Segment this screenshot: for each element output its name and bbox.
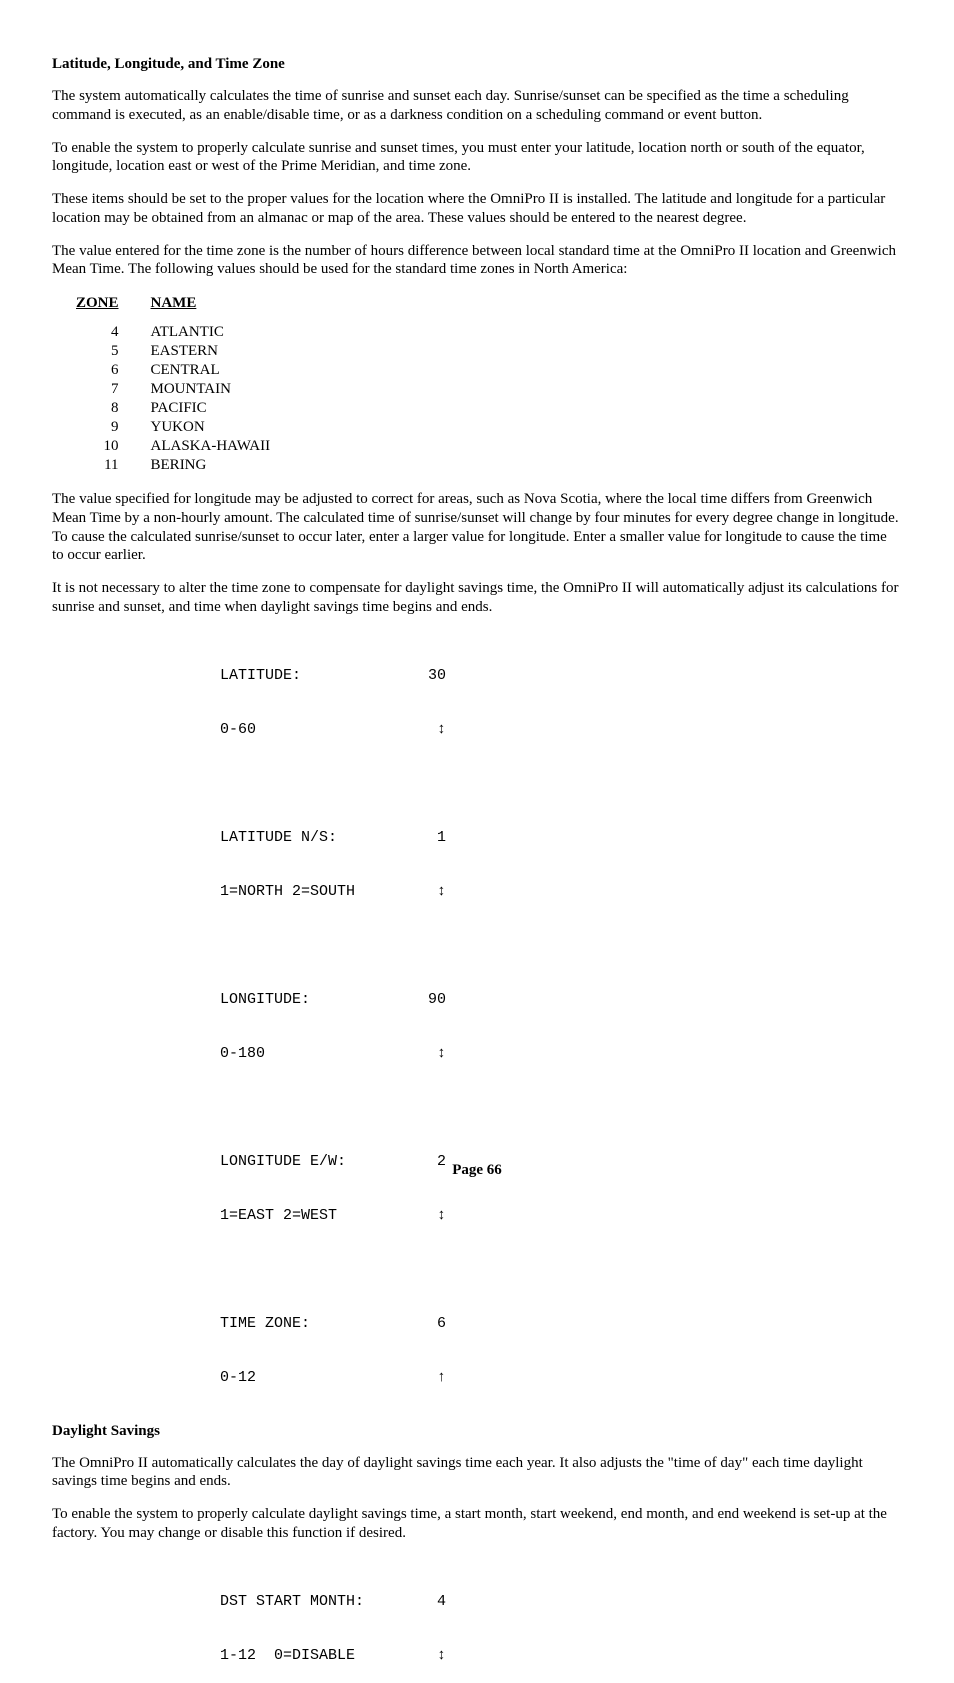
- table-row: 4ATLANTIC: [76, 324, 300, 341]
- name-header: NAME: [151, 295, 301, 322]
- setting-range: 1=EAST 2=WEST: [220, 1207, 410, 1225]
- zone-name: ATLANTIC: [151, 324, 301, 341]
- zone-name: CENTRAL: [151, 362, 301, 379]
- para-dst-1: The OmniPro II automatically calculates …: [52, 1454, 902, 1492]
- zone-name: MOUNTAIN: [151, 381, 301, 398]
- zone-name: BERING: [151, 457, 301, 474]
- zone-name: EASTERN: [151, 343, 301, 360]
- updown-arrow-icon: ↕: [410, 1045, 446, 1063]
- updown-arrow-icon: ↕: [410, 1207, 446, 1225]
- zone-num: 7: [76, 381, 149, 398]
- updown-arrow-icon: ↕: [410, 1647, 446, 1665]
- zone-num: 9: [76, 419, 149, 436]
- setting-value: 90: [410, 991, 446, 1009]
- table-row: 5EASTERN: [76, 343, 300, 360]
- settings-block-2: DST START MONTH:4 1-12 0=DISABLE↕: [220, 1557, 902, 1683]
- setting-value: 4: [410, 1593, 446, 1611]
- up-arrow-icon: ↑: [410, 1369, 446, 1387]
- updown-arrow-icon: ↕: [410, 721, 446, 739]
- zone-name: ALASKA-HAWAII: [151, 438, 301, 455]
- zone-header: ZONE: [76, 295, 149, 322]
- setting-range: 0-60: [220, 721, 410, 739]
- para-dst-2: To enable the system to properly calcula…: [52, 1505, 902, 1543]
- zone-table: ZONE NAME 4ATLANTIC 5EASTERN 6CENTRAL 7M…: [74, 293, 302, 476]
- setting-label: LONGITUDE:: [220, 991, 410, 1009]
- para-6: It is not necessary to alter the time zo…: [52, 579, 902, 617]
- setting-range: 1-12 0=DISABLE: [220, 1647, 410, 1665]
- section-title-dst: Daylight Savings: [52, 1423, 902, 1440]
- para-1: The system automatically calculates the …: [52, 87, 902, 125]
- para-5: The value specified for longitude may be…: [52, 490, 902, 565]
- table-row: 11BERING: [76, 457, 300, 474]
- setting-label: LATITUDE:: [220, 667, 410, 685]
- zone-name: YUKON: [151, 419, 301, 436]
- section-title-latlon: Latitude, Longitude, and Time Zone: [52, 56, 902, 73]
- page-footer: Page 66: [0, 1162, 954, 1179]
- table-row: 7MOUNTAIN: [76, 381, 300, 398]
- zone-num: 4: [76, 324, 149, 341]
- setting-range: 0-12: [220, 1369, 410, 1387]
- zone-name: PACIFIC: [151, 400, 301, 417]
- para-3: These items should be set to the proper …: [52, 190, 902, 228]
- updown-arrow-icon: ↕: [410, 883, 446, 901]
- setting-value: 6: [410, 1315, 446, 1333]
- table-row: 8PACIFIC: [76, 400, 300, 417]
- para-4: The value entered for the time zone is t…: [52, 242, 902, 280]
- zone-num: 10: [76, 438, 149, 455]
- zone-num: 6: [76, 362, 149, 379]
- zone-num: 5: [76, 343, 149, 360]
- para-2: To enable the system to properly calcula…: [52, 139, 902, 177]
- zone-num: 11: [76, 457, 149, 474]
- setting-value: 1: [410, 829, 446, 847]
- settings-block-1: LATITUDE:30 0-60↕ LATITUDE N/S:1 1=NORTH…: [220, 631, 902, 1405]
- table-row: 9YUKON: [76, 419, 300, 436]
- setting-label: DST START MONTH:: [220, 1593, 410, 1611]
- setting-label: TIME ZONE:: [220, 1315, 410, 1333]
- zone-num: 8: [76, 400, 149, 417]
- setting-range: 1=NORTH 2=SOUTH: [220, 883, 410, 901]
- table-row: 10ALASKA-HAWAII: [76, 438, 300, 455]
- setting-range: 0-180: [220, 1045, 410, 1063]
- table-row: 6CENTRAL: [76, 362, 300, 379]
- setting-value: 30: [410, 667, 446, 685]
- setting-label: LATITUDE N/S:: [220, 829, 410, 847]
